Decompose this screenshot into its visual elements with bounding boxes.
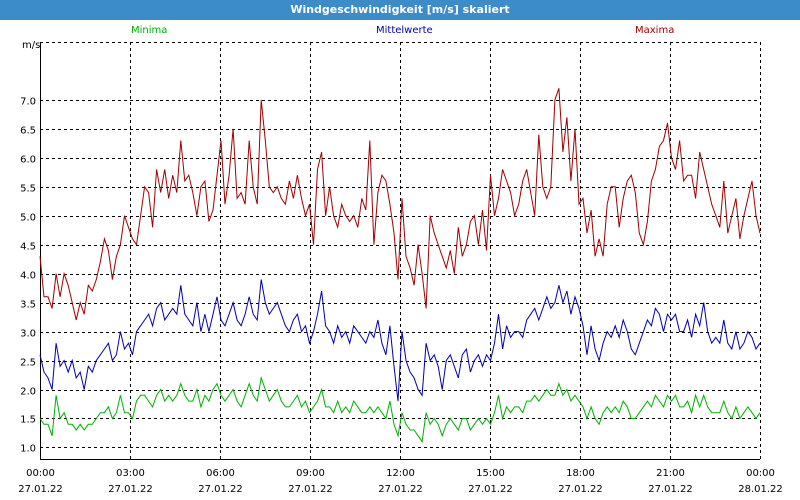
x-tick-time: 21:00 xyxy=(656,468,685,479)
x-tick-date: 27.01.22 xyxy=(198,484,243,495)
x-tick-labels: 00:00 27.01.22 03:00 27.01.22 06:00 27.01.22 0… xyxy=(18,468,783,495)
y-tick-label: 2.0 xyxy=(20,387,36,398)
x-tick-time: 18:00 xyxy=(566,468,595,479)
y-tick-label: 3.5 xyxy=(20,300,36,311)
y-axis-unit-label: m/s xyxy=(22,40,41,51)
x-tick-date: 27.01.22 xyxy=(648,484,693,495)
x-tick-date: 27.01.22 xyxy=(558,484,603,495)
grid-lines xyxy=(40,42,761,460)
x-tick-date: 27.01.22 xyxy=(288,484,333,495)
x-tick-time: 06:00 xyxy=(206,468,235,479)
y-tick-label: 5.5 xyxy=(20,184,36,195)
series-line-maxima xyxy=(39,88,761,321)
y-tick-label: 1.5 xyxy=(20,415,36,426)
x-tick-date: 27.01.22 xyxy=(18,484,63,495)
x-tick-date: 27.01.22 xyxy=(468,484,513,495)
legend-maxima: Maxima xyxy=(635,25,675,36)
y-tick-label: 6.5 xyxy=(20,126,36,137)
y-tick-label: 1.0 xyxy=(20,444,36,455)
x-tick-date: 27.01.22 xyxy=(108,484,153,495)
series-line-mittelwerte xyxy=(39,279,761,402)
x-tick-time: 03:00 xyxy=(116,468,145,479)
x-tick-time: 12:00 xyxy=(386,468,415,479)
y-tick-label: 4.5 xyxy=(20,242,36,253)
chart-title: Windgeschwindigkeit [m/s] skaliert xyxy=(290,3,510,16)
legend-minima: Minima xyxy=(131,25,168,36)
title-bar: Windgeschwindigkeit [m/s] skaliert xyxy=(0,0,800,20)
series-line-minima xyxy=(39,375,761,443)
x-tick-time: 09:00 xyxy=(296,468,325,479)
y-tick-label: 7.0 xyxy=(20,97,36,108)
y-tick-labels: 1.0 1.5 2.0 2.5 3.0 3.5 4.0 4.5 5.0 5.5 6.0 6.5 7.0 xyxy=(20,97,36,455)
x-tick-time: 00:00 xyxy=(26,468,55,479)
x-tick-time: 15:00 xyxy=(476,468,505,479)
y-tick-label: 2.5 xyxy=(20,358,36,369)
x-tick-time: 00:00 xyxy=(746,468,775,479)
x-tick-date: 28.01.22 xyxy=(738,484,783,495)
legend-mittelwerte: Mittelwerte xyxy=(376,25,433,36)
y-tick-label: 6.0 xyxy=(20,155,36,166)
y-tick-label: 4.0 xyxy=(20,271,36,282)
x-tick-date: 27.01.22 xyxy=(378,484,423,495)
y-tick-label: 5.0 xyxy=(20,213,36,224)
series-lines xyxy=(39,88,761,443)
y-tick-label: 3.0 xyxy=(20,329,36,340)
